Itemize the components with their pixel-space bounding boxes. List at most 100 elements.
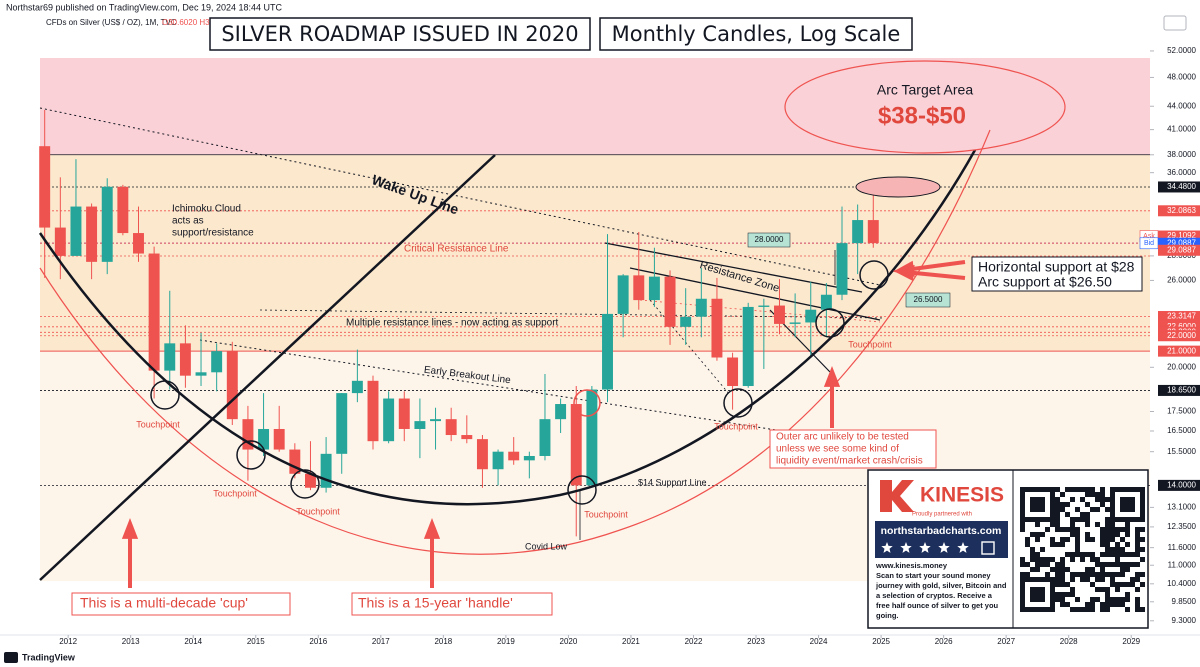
level-label-box xyxy=(1158,384,1200,396)
y-tick-label: 13.1000 xyxy=(1167,502,1196,511)
level-tag: Ask xyxy=(1143,233,1155,240)
annotation: liquidity event/market crash/crisis xyxy=(776,456,923,467)
y-tick-label: 48.0000 xyxy=(1167,73,1196,82)
outer-arc xyxy=(39,129,991,555)
candle-body xyxy=(774,305,785,324)
x-tick-label: 2021 xyxy=(622,637,640,646)
candle-body xyxy=(398,398,410,429)
x-tick-label: 2022 xyxy=(685,637,703,646)
level-label: 29.0887 xyxy=(1167,238,1196,247)
candle-body xyxy=(602,313,613,390)
annotation: Outer arc unlikely to be tested xyxy=(776,432,909,443)
ad-line: free half ounce of silver to get you xyxy=(876,601,999,610)
x-tick-label: 2028 xyxy=(1060,637,1078,646)
x-tick-label: 2017 xyxy=(372,637,390,646)
candle-body xyxy=(258,428,270,450)
level-label: 22.0000 xyxy=(1167,331,1196,340)
level-label-box xyxy=(1158,345,1200,357)
level-label-box xyxy=(1158,330,1200,342)
level-label-box xyxy=(1158,244,1200,256)
annotation: This is a 15-year 'handle' xyxy=(358,595,513,611)
title-box xyxy=(209,17,591,51)
y-tick-label: 15.5000 xyxy=(1167,447,1196,456)
annotation: Arc support at $26.50 xyxy=(978,274,1112,290)
candle-body xyxy=(805,309,817,323)
annotation: support/resistance xyxy=(172,228,254,239)
footer-bar xyxy=(0,648,1200,667)
candle-body xyxy=(242,419,254,450)
annotation: Arc Target Area xyxy=(877,82,973,98)
callout-box xyxy=(971,256,1143,292)
candle-body xyxy=(492,451,504,470)
y-tick-label: 16.5000 xyxy=(1167,426,1196,435)
trend-line xyxy=(604,242,863,293)
level-label: 22.6000 xyxy=(1167,322,1196,331)
level-label: 23.3147 xyxy=(1167,312,1196,321)
x-tick-label: 2025 xyxy=(872,637,890,646)
ad-logo xyxy=(880,480,914,512)
candle-body xyxy=(852,220,864,244)
level-label: 32.0863 xyxy=(1167,206,1196,215)
ad-line: going. xyxy=(876,611,899,620)
candle-body xyxy=(680,316,692,327)
candle-body xyxy=(539,419,551,456)
x-tick-label: 2029 xyxy=(1122,637,1140,646)
level-label: 14.0000 xyxy=(1167,480,1196,489)
qr-code xyxy=(1020,487,1145,612)
arrow-head xyxy=(423,518,441,539)
level-label: 29.0887 xyxy=(1167,245,1196,254)
x-tick-label: 2023 xyxy=(747,637,765,646)
candle-body xyxy=(445,419,457,436)
candle-body xyxy=(39,146,51,228)
tag-box xyxy=(747,232,791,248)
x-tick-label: 2014 xyxy=(184,637,202,646)
touchpoint-label: Touchpoint xyxy=(848,339,892,349)
annotation: Ichimoku Cloud xyxy=(172,204,241,215)
arrow-head xyxy=(893,264,915,281)
ad-site: northstarbadcharts.com xyxy=(881,525,1002,537)
tag-box xyxy=(905,292,951,308)
touch-circle xyxy=(290,469,320,499)
y-tick-label: 26.0000 xyxy=(1167,276,1196,285)
y-tick-label: 12.3500 xyxy=(1167,522,1196,531)
level-label-box xyxy=(1158,181,1200,193)
star xyxy=(938,542,950,553)
level-tag-box xyxy=(1139,237,1159,250)
x-tick-label: 2012 xyxy=(59,637,77,646)
footer-logo xyxy=(4,652,18,663)
touch-circle xyxy=(723,388,753,418)
level-label: 21.0000 xyxy=(1167,346,1196,355)
cup-arc xyxy=(38,149,977,506)
candle-body xyxy=(164,343,176,371)
star xyxy=(881,542,893,553)
candle-body xyxy=(86,206,98,262)
candle-body xyxy=(508,451,520,461)
candle-body xyxy=(648,276,660,301)
annotation: $14 Support Line xyxy=(638,477,707,487)
ad-url: www.kinesis.money xyxy=(875,561,948,570)
ad-line: a selection of cryptos. Receive a xyxy=(876,591,993,600)
candle-body xyxy=(320,453,332,488)
callout-box xyxy=(351,592,553,616)
y-tick-label: 41.0000 xyxy=(1167,125,1196,134)
candle-body xyxy=(633,275,645,301)
x-tick-label: 2019 xyxy=(497,637,515,646)
candle-body xyxy=(351,380,363,394)
y-tick-label: 38.0000 xyxy=(1167,150,1196,159)
candle-body xyxy=(727,357,739,387)
ad-line: Scan to start your sound money xyxy=(876,571,991,580)
arrow-shaft xyxy=(904,270,966,280)
y-tick-label: 20.0000 xyxy=(1167,362,1196,371)
candle-body xyxy=(54,227,66,256)
candle-body xyxy=(523,455,535,461)
touch-circle xyxy=(815,308,845,338)
ad: KINESIS Proudly partnered with northstar… xyxy=(867,469,1149,629)
level-label-box xyxy=(1158,237,1200,249)
y-tick-label: 36.0000 xyxy=(1167,168,1196,177)
chart-subtitle: Monthly Candles, Log Scale xyxy=(612,22,901,46)
candle-body xyxy=(430,419,442,422)
ad-line: journey with gold, silver, Bitcoin and xyxy=(875,581,1007,590)
candle-body xyxy=(836,243,848,295)
